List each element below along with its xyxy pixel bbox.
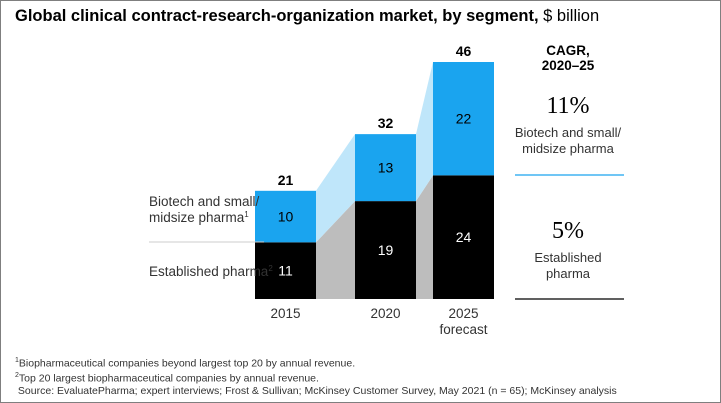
bar-established-1 <box>355 201 416 299</box>
legend-established-line-0: Established pharma2 <box>149 264 273 279</box>
data-label-biotech-1: 13 <box>378 160 394 176</box>
cagr-established-label-1: pharma <box>546 266 591 281</box>
footnote-1: 1Biopharmaceutical companies beyond larg… <box>15 357 356 370</box>
data-label-established-1: 19 <box>378 242 394 258</box>
cagr-established-label-0: Established <box>534 250 601 265</box>
total-label-0: 21 <box>278 172 294 188</box>
legend-biotech-line-1: midsize pharma1 <box>149 210 249 225</box>
cagr-biotech-value: 11% <box>546 93 589 119</box>
bar-biotech-1 <box>355 134 416 202</box>
data-label-established-2: 24 <box>456 229 472 245</box>
cagr-biotech-label-0: Biotech and small/ <box>515 125 622 140</box>
cagr-header-line-1: 2020–25 <box>542 58 595 73</box>
biotech-connector-0 <box>316 134 355 243</box>
source-note: Source: EvaluatePharma; expert interview… <box>17 385 617 397</box>
x-tick-label-2-0: 2025 <box>448 306 478 321</box>
bar-established-2 <box>433 175 494 299</box>
x-tick-label-0-0: 2015 <box>270 306 300 321</box>
chart-title-unit: $ billion <box>543 7 600 25</box>
legend-biotech-line-0: Biotech and small/ <box>149 194 260 209</box>
footnote-2: 2Top 20 largest biopharmaceutical compan… <box>15 372 319 385</box>
chart-title-main: Global clinical contract-research-organi… <box>15 7 539 25</box>
cagr-established-value: 5% <box>552 218 584 244</box>
bar-biotech-0 <box>255 190 316 243</box>
established-connector-0 <box>316 201 355 299</box>
data-label-established-0: 11 <box>278 263 293 279</box>
total-label-1: 32 <box>378 115 394 131</box>
chart-title: Global clinical contract-research-organi… <box>15 7 599 26</box>
footnotes: 1Biopharmaceutical companies beyond larg… <box>15 355 617 398</box>
bar-established-0 <box>255 242 316 299</box>
total-label-2: 46 <box>456 43 472 59</box>
data-label-biotech-2: 22 <box>456 111 472 127</box>
data-label-biotech-0: 10 <box>278 209 294 225</box>
cagr-header-line-0: CAGR, <box>546 43 590 58</box>
bar-biotech-2 <box>433 62 494 176</box>
x-tick-label-2-1: forecast <box>439 322 487 337</box>
biotech-connector-1 <box>416 62 433 202</box>
established-connector-1 <box>416 175 433 299</box>
x-tick-label-1-0: 2020 <box>370 306 400 321</box>
cagr-biotech-label-1: midsize pharma <box>522 141 615 156</box>
